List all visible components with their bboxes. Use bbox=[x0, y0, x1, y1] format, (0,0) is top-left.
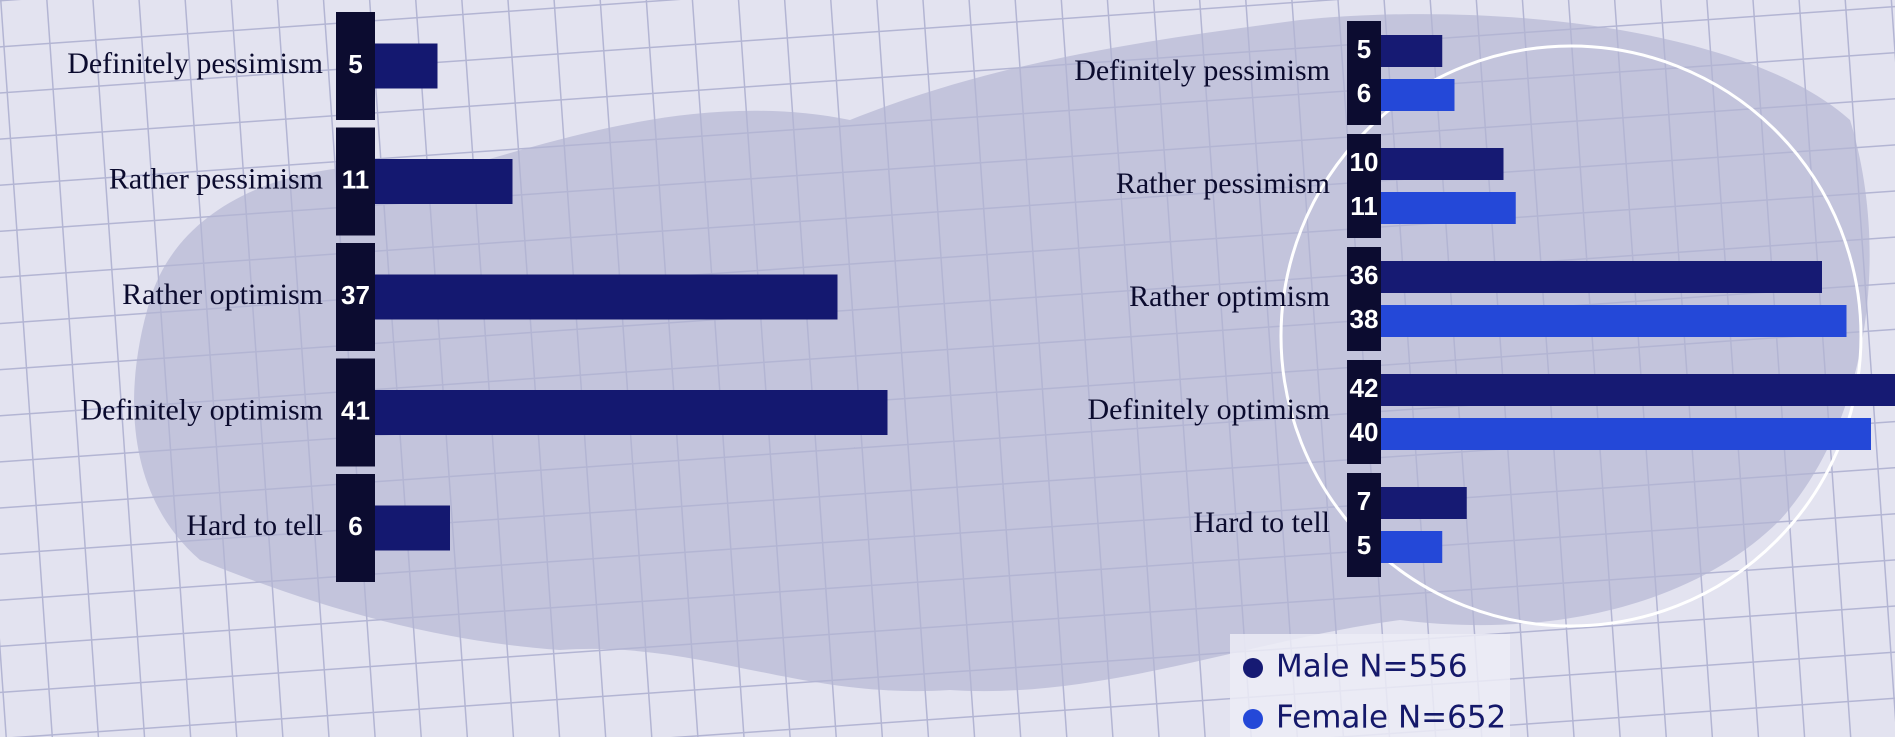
category-label: Rather pessimism bbox=[1116, 167, 1330, 200]
value-box bbox=[336, 358, 375, 467]
emblem-circle bbox=[1279, 44, 1863, 628]
bar bbox=[1381, 79, 1455, 111]
bar bbox=[1381, 261, 1822, 293]
legend-box bbox=[1230, 634, 1510, 737]
bar bbox=[375, 390, 888, 435]
bar bbox=[375, 43, 438, 89]
value-label: 5 bbox=[1357, 530, 1371, 560]
category-label: Rather pessimism bbox=[109, 162, 323, 195]
value-label: 36 bbox=[1350, 260, 1379, 290]
value-label: 42 bbox=[1350, 373, 1379, 403]
value-label: 41 bbox=[341, 395, 370, 425]
category-label: Definitely optimism bbox=[1088, 393, 1330, 426]
value-box bbox=[1347, 360, 1381, 464]
bar bbox=[1381, 35, 1443, 67]
legend-marker bbox=[1243, 709, 1263, 729]
bar bbox=[1381, 305, 1847, 337]
value-box bbox=[336, 474, 375, 582]
value-label: 37 bbox=[341, 280, 370, 310]
category-label: Rather optimism bbox=[122, 278, 323, 311]
value-box bbox=[1347, 473, 1381, 577]
value-label: 40 bbox=[1350, 417, 1379, 447]
value-box bbox=[336, 127, 375, 236]
value-box bbox=[1347, 247, 1381, 351]
value-label: 11 bbox=[1350, 191, 1378, 221]
bar bbox=[1381, 192, 1516, 224]
value-label: 6 bbox=[1357, 78, 1371, 108]
value-label: 7 bbox=[1357, 486, 1371, 516]
value-label: 5 bbox=[348, 49, 362, 79]
bar bbox=[1381, 418, 1871, 450]
legend-label: Male N=556 bbox=[1276, 649, 1468, 685]
category-label: Definitely optimism bbox=[81, 393, 323, 426]
value-label: 38 bbox=[1350, 304, 1379, 334]
category-label: Hard to tell bbox=[1193, 506, 1330, 539]
value-label: 6 bbox=[348, 511, 362, 541]
category-label: Definitely pessimism bbox=[1074, 54, 1330, 87]
category-label: Hard to tell bbox=[186, 509, 323, 542]
bar bbox=[375, 274, 838, 320]
value-box bbox=[336, 243, 375, 351]
category-label: Rather optimism bbox=[1129, 280, 1330, 313]
legend-label: Female N=652 bbox=[1276, 700, 1506, 736]
value-box bbox=[336, 12, 375, 120]
bar bbox=[1381, 374, 1895, 406]
bar bbox=[1381, 487, 1467, 519]
bar bbox=[375, 159, 513, 204]
value-label: 11 bbox=[342, 164, 370, 194]
legend-marker bbox=[1243, 658, 1263, 678]
value-box bbox=[1347, 21, 1381, 125]
plot-area: Definitely pessimism 5 Rather pessimism 11 R… bbox=[67, 12, 1895, 582]
bar bbox=[1381, 531, 1443, 563]
bar bbox=[1381, 148, 1504, 180]
category-label: Definitely pessimism bbox=[67, 47, 323, 80]
value-label: 5 bbox=[1357, 34, 1371, 64]
value-label: 10 bbox=[1350, 147, 1379, 177]
value-box bbox=[1347, 134, 1381, 238]
bar bbox=[375, 505, 450, 551]
